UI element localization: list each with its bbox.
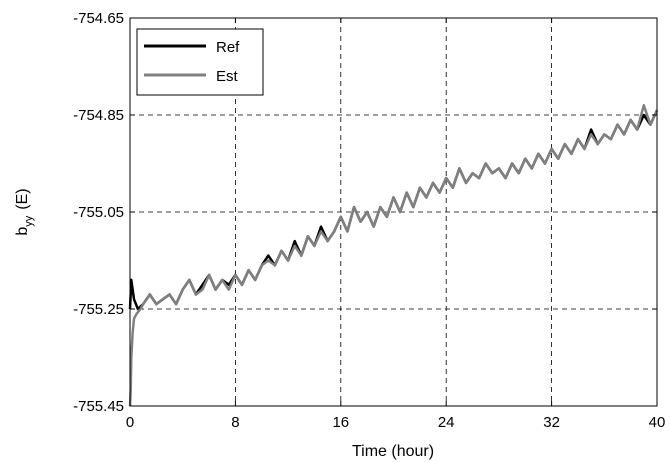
series-line-est — [128, 104, 659, 407]
legend-box — [136, 28, 264, 96]
y-axis-label-unit: (E) — [14, 188, 31, 209]
x-tick-label: 8 — [231, 414, 239, 431]
legend-label-est: Est — [216, 68, 239, 85]
x-tick-label: 40 — [649, 414, 666, 431]
y-tick-label: -755.25 — [73, 301, 124, 318]
legend: Ref Est — [136, 28, 264, 96]
x-axis-label: Time (hour) — [352, 443, 434, 460]
y-tick-label: -755.45 — [73, 398, 124, 415]
x-tick-label: 16 — [332, 414, 349, 431]
y-tick-label: -754.65 — [73, 10, 124, 27]
legend-label-ref: Ref — [216, 39, 240, 56]
y-axis-label-sub: yy — [23, 215, 35, 227]
series-lines — [128, 104, 659, 407]
y-tick-label: -755.05 — [73, 204, 124, 221]
x-tick-label: 24 — [438, 414, 455, 431]
y-tick-label: -754.85 — [73, 107, 124, 124]
x-tick-label: 32 — [543, 414, 560, 431]
axis-ticks: 0 8 16 24 32 40 -755.45 -755.25 -755.05 -754.85 -7… — [73, 10, 665, 431]
x-tick-label: 0 — [126, 414, 134, 431]
y-axis-label-main: b — [14, 227, 31, 236]
y-axis-label: byy (E) — [14, 188, 35, 235]
